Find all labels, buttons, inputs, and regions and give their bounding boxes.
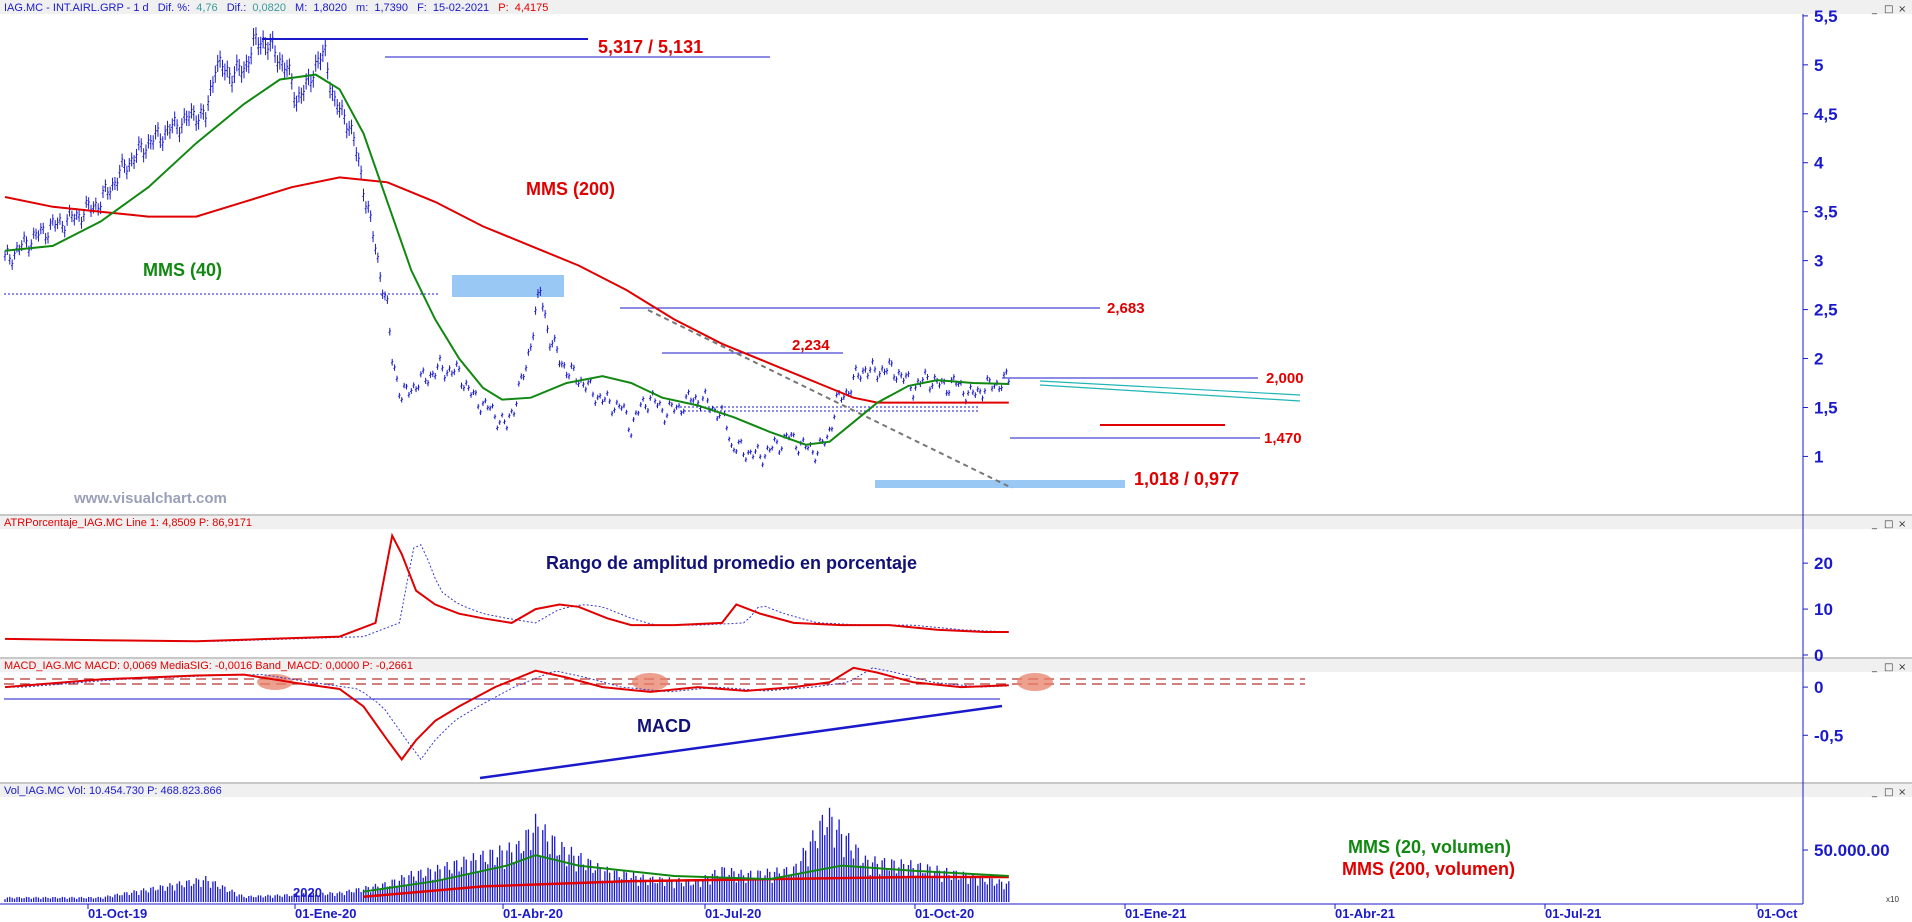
label-macd: MACD — [637, 716, 691, 736]
label-vol-mms20: MMS (20, volumen) — [1348, 837, 1511, 857]
indicator-annotations — [4, 673, 1305, 780]
minimize-icon[interactable]: _ — [1871, 787, 1878, 798]
header-dif-label: Dif.: — [227, 2, 247, 14]
maximize-icon[interactable]: □ — [1884, 662, 1893, 673]
price-axis-label: 5 — [1814, 56, 1823, 75]
macd-highlight-2 — [632, 673, 668, 691]
price-axis-label: 5,5 — [1814, 7, 1838, 26]
price-axis-label: 1,5 — [1814, 398, 1838, 417]
header-symbol: IAG.MC - INT.AIRL.GRP - 1 d — [4, 2, 149, 14]
header-min: 1,7390 — [374, 2, 408, 14]
price-axis-label: 2 — [1814, 350, 1823, 369]
label-1470: 1,470 — [1264, 430, 1302, 447]
channel-line-1 — [1039, 380, 1301, 396]
macd-layer — [4, 666, 1009, 762]
label-mms200: MMS (200) — [526, 179, 615, 199]
header-p: 4,4175 — [515, 2, 549, 14]
support-band-top — [452, 275, 564, 297]
minimize-icon[interactable]: _ — [1871, 4, 1878, 15]
macd-trendline — [479, 704, 1003, 780]
atr-axis-label: 0 — [1814, 646, 1823, 665]
header-min-label: m: — [356, 2, 368, 14]
year-marker: 2020 — [293, 885, 322, 900]
header-max: 1,8020 — [313, 2, 347, 14]
price-annotations — [4, 38, 1301, 489]
header-date: 15-02-2021 — [433, 2, 489, 14]
label-top: 5,317 / 5,131 — [598, 37, 703, 57]
price-axis-label: 3,5 — [1814, 203, 1838, 222]
label-vol-mms200: MMS (200, volumen) — [1342, 859, 1515, 879]
maximize-icon[interactable]: □ — [1884, 519, 1893, 530]
maximize-icon[interactable]: □ — [1884, 4, 1893, 15]
atr-line — [4, 532, 1009, 643]
atr-panel-header: ATRPorcentaje_IAG.MC Line 1: 4,8509 P: 8… — [4, 517, 252, 529]
macd-axis-label: 0 — [1814, 678, 1823, 697]
price-axis-label: 4,5 — [1814, 105, 1838, 124]
header-p-label: P: — [498, 2, 508, 14]
series-mms200-line — [4, 176, 1009, 404]
macd-axis-label: -0,5 — [1814, 726, 1843, 745]
date-label: 01-Oct-19 — [88, 906, 147, 921]
minimize-icon[interactable]: _ — [1871, 662, 1878, 673]
atr-axis-label: 20 — [1814, 554, 1833, 573]
macd-signal-line — [5, 667, 1009, 761]
price-text-annotations: www.visualchart.com 5,317 / 5,131 MMS (2… — [73, 37, 1304, 507]
date-label: 01-Oct-20 — [915, 906, 974, 921]
price-axis-label: 2,5 — [1814, 301, 1838, 320]
macd-panel-header: MACD_IAG.MC MACD: 0,0069 MediaSIG: -0,00… — [4, 660, 413, 672]
label-atr: Rango de amplitud promedio en porcentaje — [546, 553, 917, 573]
label-mms40: MMS (40) — [143, 260, 222, 280]
volume-panel-header: Vol_IAG.MC Vol: 10.454.730 P: 468.823.86… — [4, 785, 222, 797]
volume-axis-label: 50.000.00 — [1814, 841, 1890, 860]
label-bottom: 1,018 / 0,977 — [1134, 469, 1239, 489]
macd-highlight-3 — [1017, 673, 1053, 691]
price-axis-label: 1 — [1814, 447, 1823, 466]
price-panel-header: IAG.MC - INT.AIRL.GRP - 1 d Dif. %: 4,76… — [4, 2, 548, 14]
price-axis-label: 3 — [1814, 252, 1823, 271]
series-vol-mms200-line — [363, 875, 1009, 899]
header-dif: 0,0820 — [252, 2, 286, 14]
trendline-down — [647, 309, 1013, 489]
series-vol-mms20-line — [363, 854, 1009, 893]
date-label: 01-Ene-20 — [295, 906, 356, 921]
close-icon[interactable]: × — [1898, 662, 1906, 673]
close-icon[interactable]: × — [1898, 787, 1906, 798]
date-label: 01-Jul-21 — [1545, 906, 1601, 921]
label-2000: 2,000 — [1266, 370, 1304, 387]
maximize-icon[interactable]: □ — [1884, 787, 1893, 798]
date-label: 01-Jul-20 — [705, 906, 761, 921]
axis-layer: 5,5 5 4,5 4 3,5 3 2,5 2 1,5 1 20 10 0 0 -0,5 50.000.00 0… — [87, 7, 1890, 921]
header-max-label: M: — [295, 2, 307, 14]
close-icon[interactable]: × — [1898, 519, 1906, 530]
macd-line — [4, 666, 1009, 762]
date-label: 01-Ene-21 — [1125, 906, 1186, 921]
channel-line-2 — [1039, 384, 1301, 402]
close-icon[interactable]: × — [1898, 4, 1906, 15]
label-2234: 2,234 — [792, 337, 830, 354]
volume-layer — [4, 807, 1010, 902]
header-dif-pct: 4,76 — [196, 2, 217, 14]
price-axis-label: 4 — [1814, 154, 1824, 173]
atr-layer — [4, 532, 1009, 643]
scale-tag: x10 — [1886, 895, 1899, 904]
date-label: 01-Abr-20 — [503, 906, 563, 921]
label-2683: 2,683 — [1107, 300, 1145, 317]
price-layer — [3, 27, 1010, 468]
header-date-label: F: — [417, 2, 427, 14]
window-controls[interactable]: _ □ × _ □ × _ □ × _ □ × — [1871, 4, 1906, 798]
watermark: www.visualchart.com — [73, 490, 227, 507]
atr-axis-label: 10 — [1814, 600, 1833, 619]
series-mms40-line — [4, 73, 1009, 446]
date-label: 01-Oct — [1757, 906, 1798, 921]
header-dif-pct-label: Dif. %: — [158, 2, 190, 14]
support-band-bottom — [875, 480, 1125, 488]
date-label: 01-Abr-21 — [1335, 906, 1395, 921]
minimize-icon[interactable]: _ — [1871, 519, 1878, 530]
